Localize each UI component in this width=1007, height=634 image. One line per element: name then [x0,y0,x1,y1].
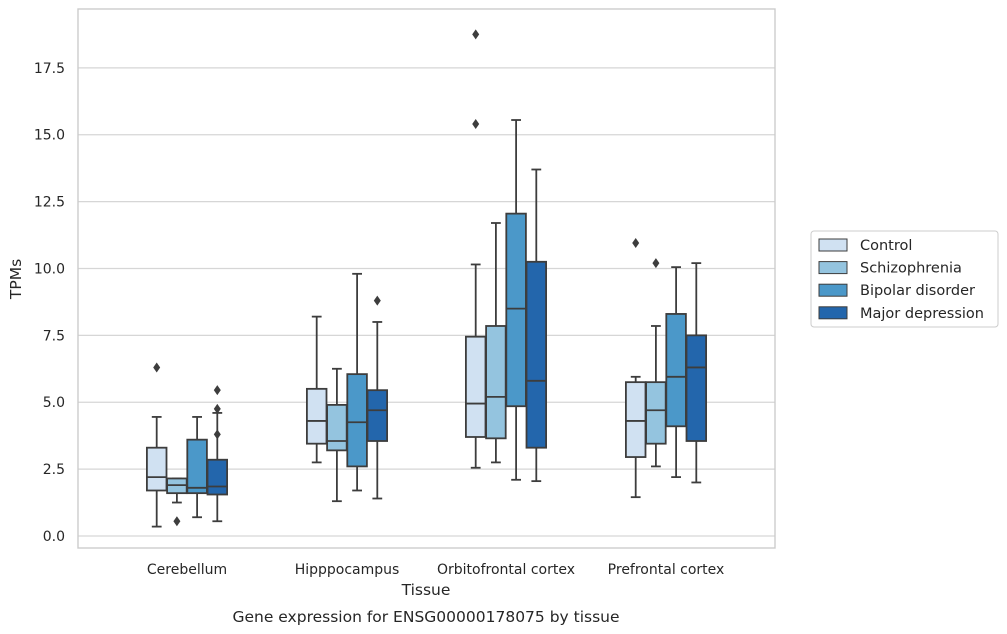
plot-area-frame [77,8,776,549]
box-iqr [366,389,389,442]
box-series [145,29,708,528]
box-3-0 [625,238,647,499]
box-2-0 [464,29,487,469]
box-0-3 [206,385,229,523]
box-iqr [346,373,368,468]
box-iqr [206,458,229,496]
legend-label: Control [860,238,912,254]
box-iqr [305,387,328,445]
x-tick-label: Cerebellum [147,562,227,578]
legend-swatch [818,283,848,297]
chart-title: Gene expression for ENSG00000178075 by t… [232,608,619,626]
legend-label: Major depression [860,306,984,322]
box-1-1 [326,367,348,503]
box-1-3 [366,295,389,500]
box-0-0 [145,362,168,528]
legend: Control Schizophrenia Bipolar disorder Majo… [810,230,999,328]
outlier-point [652,258,660,269]
box-2-1 [485,222,507,464]
box-iqr [645,381,667,445]
y-tick-label: 5.0 [43,395,65,411]
box-1-2 [346,272,368,492]
legend-swatch [818,238,848,252]
box-1-0 [305,315,328,464]
x-axis-ticks: Cerebellum Hipppocampus Orbitofrontal cort… [147,562,724,578]
x-tick-label: Hipppocampus [295,562,400,578]
box-iqr [505,212,527,408]
legend-frame [810,230,999,328]
box-iqr [326,403,348,452]
outlier-point [153,362,161,373]
y-axis-ticks: 0.0 2.5 5.0 7.5 10.0 12.5 15.0 17.5 [34,61,65,545]
box-2-3 [525,168,548,483]
box-3-1 [645,258,667,468]
y-tick-label: 10.0 [34,261,65,277]
box-iqr [145,446,168,492]
x-axis-label: Tissue [401,581,451,599]
x-tick-label: Prefrontal cortex [608,562,725,578]
legend-swatch [818,261,848,275]
y-tick-label: 2.5 [43,462,65,478]
outlier-point [472,119,480,130]
outlier-point [213,385,221,396]
box-iqr [186,438,208,495]
box-2-2 [505,119,527,481]
outlier-point [213,429,221,440]
box-iqr [464,335,487,438]
box-iqr [525,260,548,449]
box-0-1 [166,477,188,527]
y-tick-label: 12.5 [34,195,65,211]
box-iqr [485,325,507,440]
legend-label: Schizophrenia [860,261,962,277]
gridlines [78,67,775,537]
box-3-3 [685,262,708,484]
outlier-point [373,295,381,306]
box-0-2 [186,416,208,519]
outlier-point [632,238,640,249]
outlier-point [173,516,181,527]
y-tick-label: 17.5 [34,61,65,77]
outlier-point [472,29,480,40]
y-tick-label: 0.0 [43,529,65,545]
legend-label: Bipolar disorder [860,283,975,299]
x-tick-label: Orbitofrontal cortex [437,562,575,578]
box-iqr [625,381,647,458]
legend-swatch [818,306,848,320]
y-tick-label: 15.0 [34,128,65,144]
outlier-point [213,403,221,414]
box-iqr [665,313,687,428]
y-tick-label: 7.5 [43,328,65,344]
box-3-2 [665,266,687,479]
box-iqr [685,334,708,442]
y-axis-label: TPMs [7,259,25,300]
